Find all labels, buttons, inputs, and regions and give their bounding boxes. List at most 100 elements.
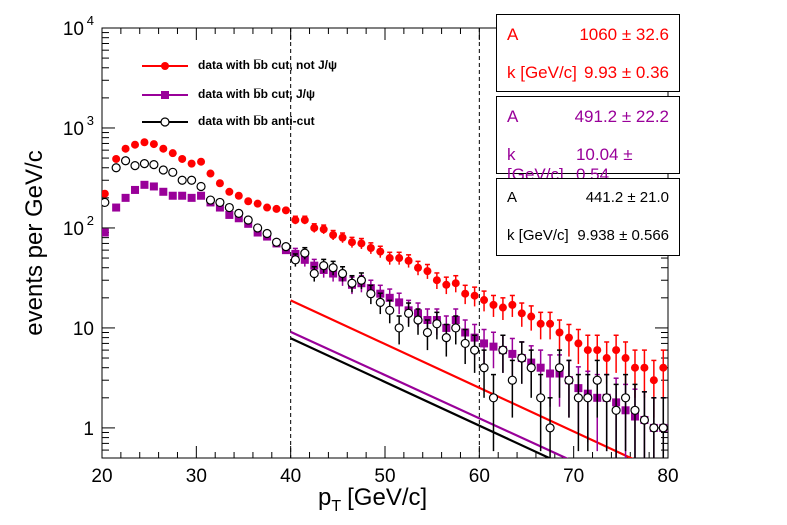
data-point — [564, 375, 574, 385]
data-point — [366, 289, 376, 299]
data-point — [470, 345, 480, 355]
y-tick-label: 10 — [63, 119, 84, 140]
data-point — [159, 187, 168, 196]
data-point — [319, 261, 329, 271]
data-point — [102, 197, 110, 208]
data-point — [621, 354, 630, 363]
data-point — [498, 303, 507, 312]
x-tick-label: 20 — [91, 466, 112, 487]
data-point — [262, 228, 272, 239]
data-point — [243, 215, 253, 225]
data-point — [112, 203, 121, 212]
data-point — [309, 268, 319, 279]
data-point — [422, 327, 433, 338]
data-point — [178, 191, 187, 200]
data-point — [536, 319, 545, 328]
data-point — [489, 300, 498, 309]
y-tick-exponent: 4 — [87, 13, 94, 28]
data-point — [131, 185, 140, 194]
fit-line-2 — [290, 337, 552, 458]
data-point — [149, 182, 158, 191]
data-point — [196, 181, 206, 192]
data-point — [366, 244, 375, 253]
data-point — [489, 342, 498, 351]
data-point — [554, 363, 565, 373]
data-point — [649, 376, 658, 385]
data-point — [271, 237, 282, 247]
data-point — [121, 193, 130, 202]
data-point — [111, 163, 121, 173]
data-point — [583, 393, 593, 403]
data-point — [395, 298, 404, 307]
data-point — [593, 346, 602, 355]
data-point — [583, 346, 592, 355]
x-tick-label: 80 — [657, 466, 678, 487]
stat-k-value: 9.938 ± 0.566 — [577, 227, 669, 244]
data-point — [347, 238, 356, 247]
y-tick-exponent: 3 — [87, 113, 94, 128]
data-point — [508, 300, 517, 309]
legend-item-red: data with b̅b cut, not J/ψ — [142, 58, 462, 74]
data-point — [131, 140, 140, 149]
data-point — [337, 268, 348, 279]
data-point — [564, 333, 573, 342]
legend-item-black: data with b̅b anti-cut — [142, 114, 462, 130]
data-point — [451, 323, 461, 333]
data-point — [498, 345, 508, 355]
data-point — [526, 363, 536, 373]
x-tick-label: 60 — [469, 466, 490, 487]
data-point — [102, 189, 109, 198]
data-point — [102, 228, 109, 237]
data-point — [414, 263, 423, 272]
data-point — [234, 208, 244, 218]
y-tick-exponent: 2 — [87, 213, 94, 228]
data-point — [517, 309, 526, 318]
fit-stats-black: A 441.2 ± 21.0 k [GeV/c] 9.938 ± 0.566 — [496, 178, 680, 256]
data-point — [659, 363, 668, 372]
data-point — [612, 346, 621, 355]
data-point — [168, 167, 178, 177]
stat-a-value: 1060 ± 32.6 — [579, 25, 669, 44]
data-point — [451, 279, 460, 288]
data-point — [281, 242, 291, 252]
data-point — [423, 267, 432, 276]
stat-k-value: 9.93 ± 0.36 — [584, 63, 669, 82]
y-tick-label: 10 — [63, 219, 84, 240]
data-point — [206, 169, 215, 178]
legend-label-purple: data with b̅b cut, J/ψ — [198, 87, 316, 101]
data-point — [140, 180, 149, 189]
data-point — [159, 144, 168, 153]
data-point — [347, 278, 357, 288]
fit-stats-purple: A 491.2 ± 22.2 k [GeV/c] 10.04 ± 0.54 — [496, 96, 680, 184]
data-point — [300, 216, 309, 225]
data-point — [404, 256, 413, 265]
y-tick-label: 1 — [83, 419, 94, 440]
data-point — [602, 354, 611, 363]
data-point — [413, 315, 423, 325]
data-point — [215, 203, 224, 212]
data-point — [517, 353, 527, 363]
data-point — [328, 263, 338, 273]
data-point — [649, 423, 659, 433]
data-point — [376, 247, 385, 256]
stat-a-label: A — [507, 189, 518, 206]
data-point — [187, 193, 196, 202]
data-point — [658, 423, 668, 433]
data-point — [263, 203, 272, 212]
data-point — [168, 149, 177, 158]
x-tick-label: 70 — [563, 466, 584, 487]
x-axis-title: pT [GeV/c] — [318, 484, 427, 515]
data-point — [545, 423, 555, 433]
data-point — [253, 199, 262, 208]
data-point — [488, 393, 499, 403]
data-point — [460, 338, 470, 349]
data-point — [611, 405, 621, 415]
data-point — [536, 393, 546, 403]
data-point — [290, 255, 300, 265]
data-point — [205, 195, 216, 205]
data-point — [385, 293, 394, 302]
data-point — [536, 363, 545, 372]
stat-a-label: A — [507, 107, 519, 126]
data-point — [602, 393, 612, 403]
legend-label-black: data with b̅b anti-cut — [198, 114, 315, 128]
